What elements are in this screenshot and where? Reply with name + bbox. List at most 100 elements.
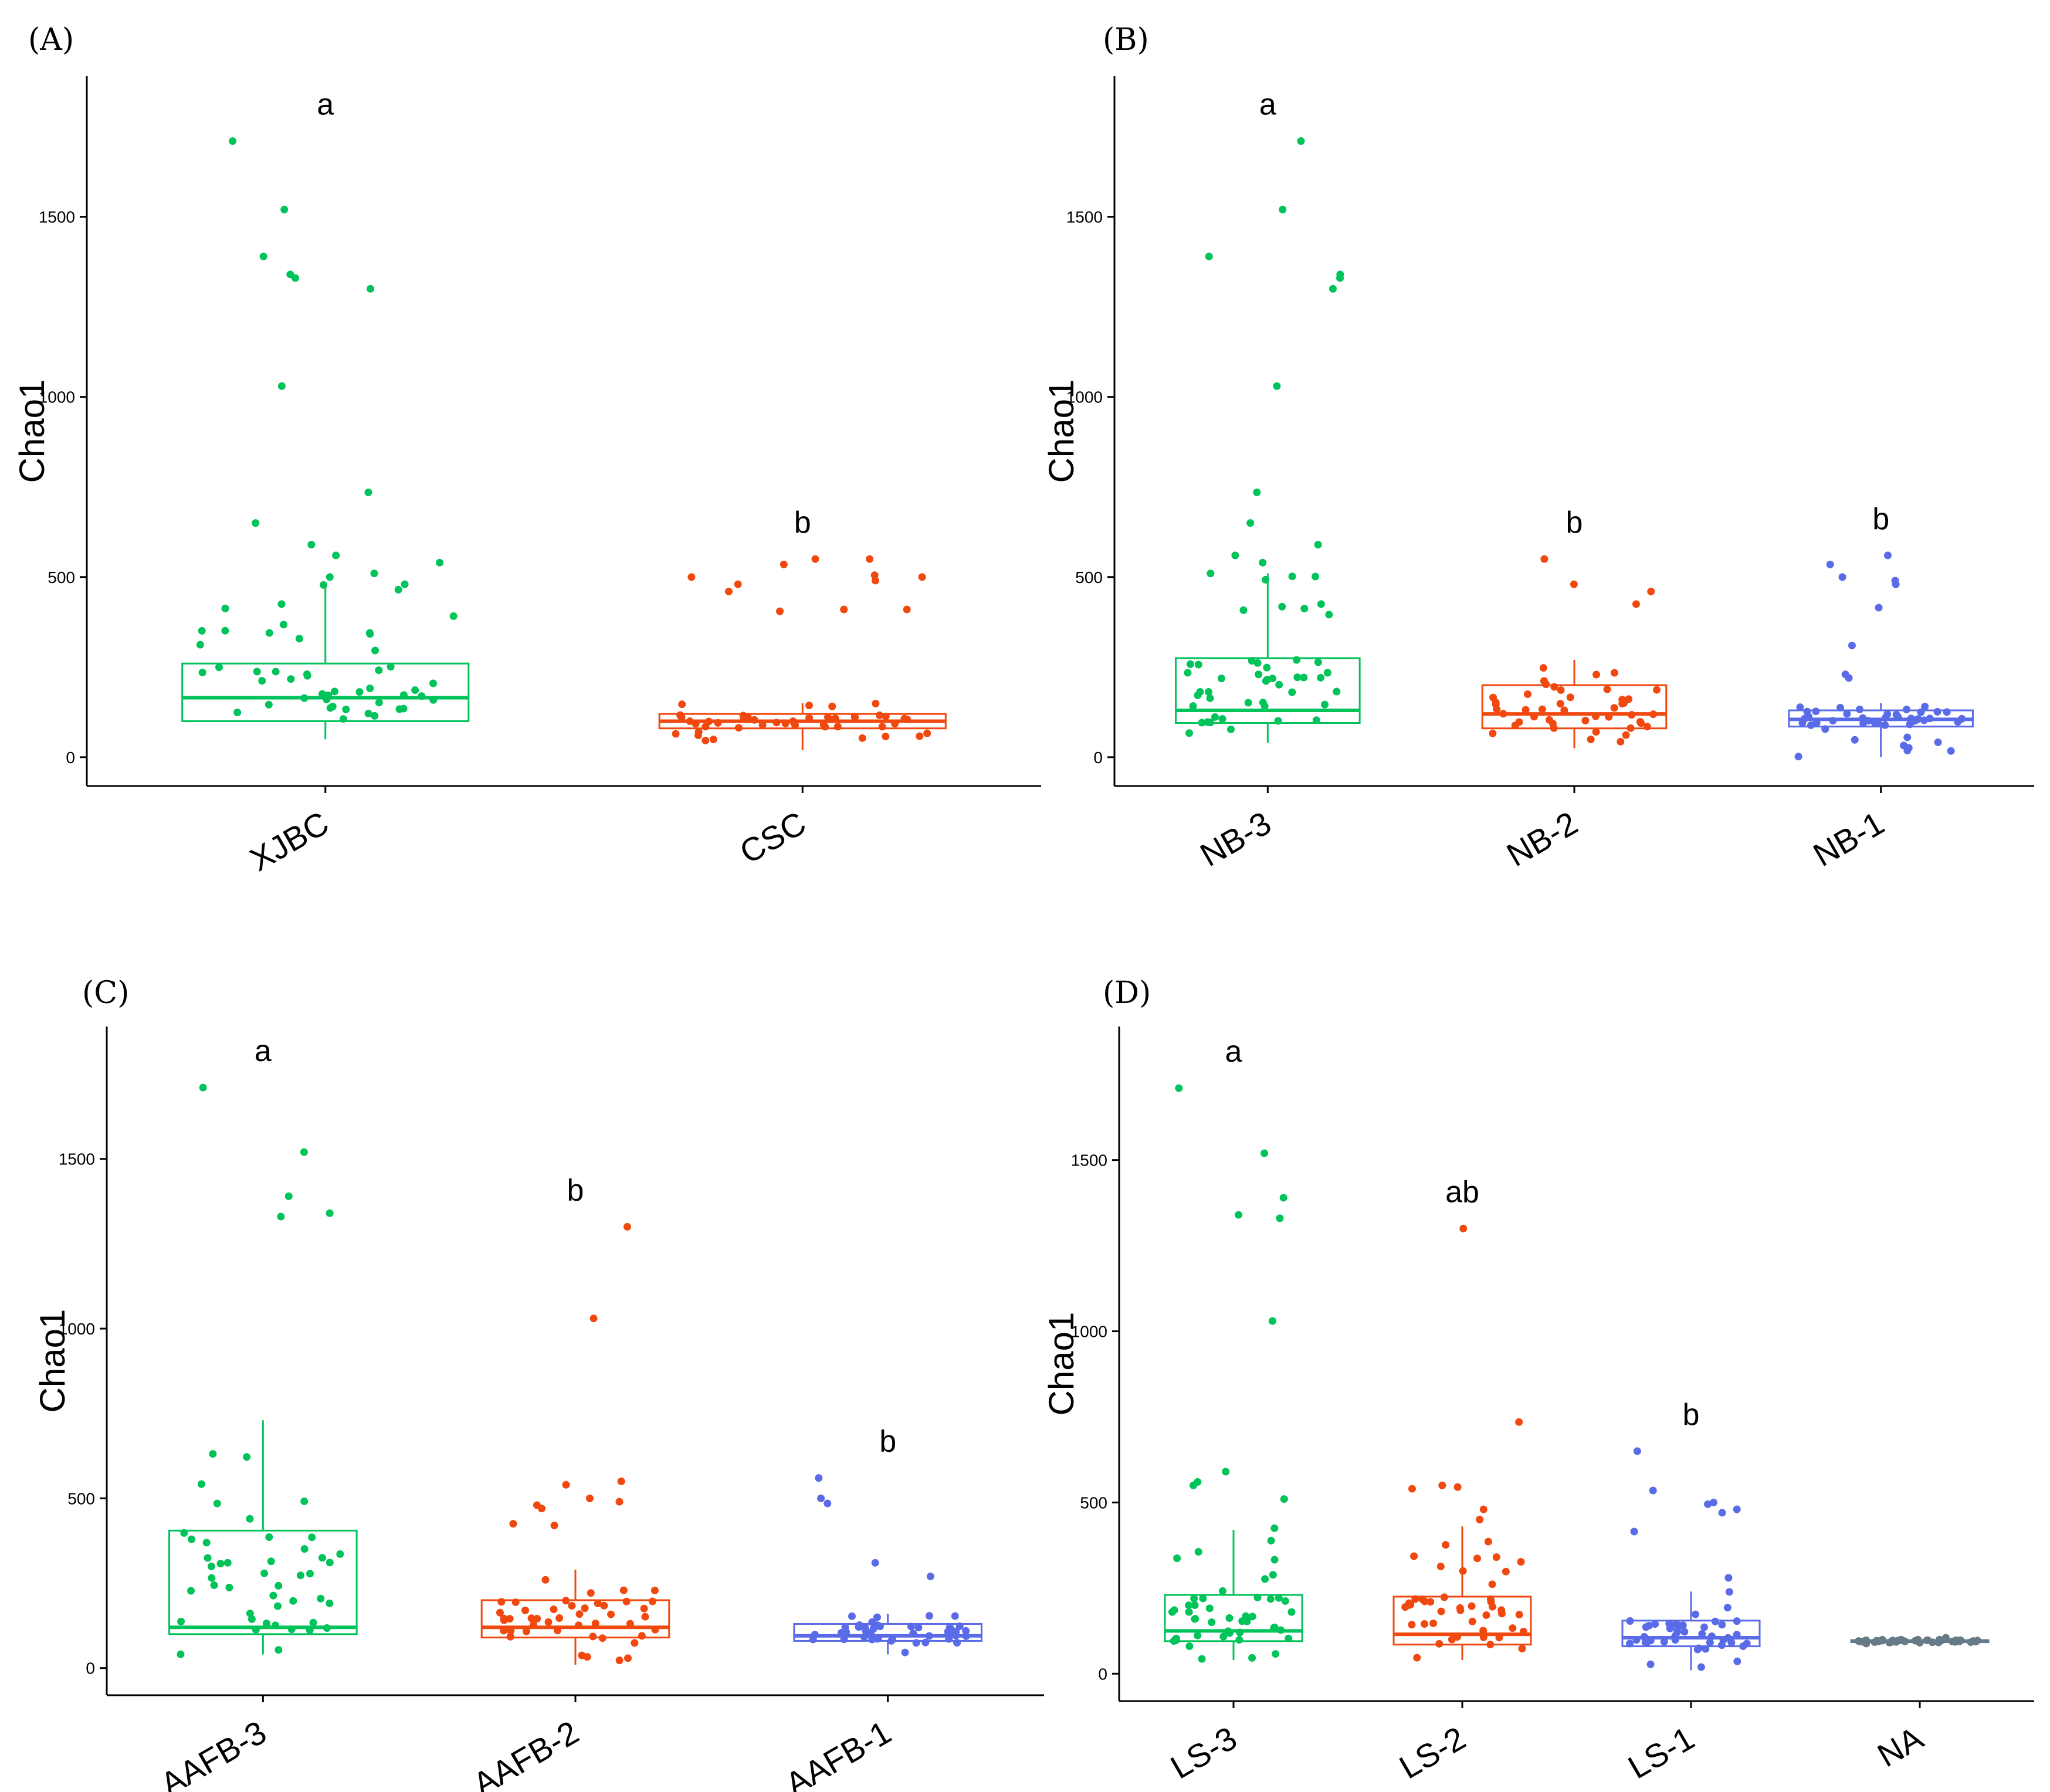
significance-letter: a bbox=[255, 1034, 272, 1068]
data-point bbox=[1244, 699, 1252, 707]
outlier-point bbox=[538, 1505, 546, 1513]
data-point bbox=[1437, 1607, 1445, 1615]
data-point bbox=[868, 1635, 876, 1644]
data-point bbox=[702, 736, 710, 744]
data-point bbox=[1497, 1606, 1506, 1614]
outlier-point bbox=[871, 1559, 879, 1567]
data-point bbox=[873, 1613, 881, 1621]
data-point bbox=[364, 709, 372, 717]
data-point bbox=[399, 704, 408, 713]
data-point bbox=[1812, 719, 1821, 727]
outlier-point bbox=[1235, 1211, 1243, 1219]
data-point bbox=[1312, 716, 1320, 724]
outlier-point bbox=[824, 1499, 832, 1508]
data-point bbox=[188, 1535, 196, 1543]
data-point bbox=[300, 1497, 309, 1505]
data-point bbox=[1672, 1620, 1680, 1628]
outlier-point bbox=[1314, 540, 1322, 548]
data-point bbox=[497, 1598, 506, 1606]
data-point bbox=[1285, 1634, 1293, 1642]
data-point bbox=[1489, 729, 1497, 737]
data-point bbox=[1263, 663, 1271, 672]
data-point bbox=[496, 1608, 504, 1617]
data-point bbox=[1190, 1594, 1198, 1603]
data-point bbox=[1892, 710, 1900, 719]
data-point bbox=[925, 1632, 933, 1640]
outlier-point bbox=[1649, 1486, 1657, 1495]
data-point bbox=[1211, 713, 1219, 721]
data-point bbox=[772, 719, 781, 727]
data-point bbox=[1956, 1636, 1964, 1644]
y-tick-label: 0 bbox=[1098, 1665, 1107, 1683]
outlier-point bbox=[277, 382, 286, 390]
data-point bbox=[449, 612, 458, 620]
data-point bbox=[1796, 703, 1804, 712]
y-tick-label: 500 bbox=[1075, 568, 1103, 587]
data-point bbox=[1649, 710, 1658, 719]
box-xjbc bbox=[181, 662, 470, 722]
box-ls-1 bbox=[1621, 1620, 1761, 1648]
data-point bbox=[308, 1533, 316, 1542]
data-point bbox=[1429, 1619, 1438, 1627]
data-point bbox=[878, 723, 886, 731]
data-point bbox=[1692, 1610, 1700, 1618]
data-point bbox=[831, 715, 839, 723]
box-ls-3 bbox=[1164, 1594, 1303, 1642]
data-point bbox=[1836, 703, 1844, 712]
data-point bbox=[269, 1591, 277, 1600]
data-point bbox=[1706, 1638, 1714, 1647]
outlier-point bbox=[199, 1083, 207, 1092]
data-point bbox=[591, 1620, 599, 1628]
data-point bbox=[1473, 1554, 1481, 1563]
data-point bbox=[562, 1597, 570, 1605]
data-point bbox=[271, 1621, 279, 1630]
y-tick-label: 0 bbox=[1093, 748, 1103, 767]
data-point bbox=[581, 1604, 589, 1613]
outlier-point bbox=[1261, 1149, 1269, 1157]
data-point bbox=[568, 1601, 576, 1610]
data-point bbox=[279, 621, 287, 629]
data-point bbox=[371, 712, 379, 720]
data-point bbox=[1495, 1634, 1503, 1642]
data-point bbox=[676, 711, 685, 719]
data-point bbox=[1194, 1631, 1202, 1639]
data-point bbox=[1408, 1621, 1416, 1629]
outlier-point bbox=[394, 585, 402, 594]
data-point bbox=[555, 1614, 564, 1622]
significance-letter: ab bbox=[1445, 1175, 1479, 1209]
outlier-point bbox=[724, 587, 733, 595]
outlier-point bbox=[617, 1477, 625, 1485]
y-tick-label: 500 bbox=[1080, 1493, 1107, 1512]
data-point bbox=[258, 677, 266, 685]
data-point bbox=[1660, 1638, 1668, 1646]
data-point bbox=[371, 646, 379, 655]
outlier-point bbox=[229, 137, 237, 145]
data-point bbox=[1969, 1637, 1977, 1645]
y-axis-label: Chao1 bbox=[12, 380, 52, 483]
data-point bbox=[1502, 1567, 1510, 1576]
data-point bbox=[1622, 731, 1630, 739]
data-point bbox=[1442, 1541, 1450, 1549]
data-point bbox=[1325, 611, 1333, 619]
data-point bbox=[418, 692, 426, 700]
data-point bbox=[1420, 1620, 1428, 1628]
data-point bbox=[1278, 602, 1286, 611]
data-point bbox=[318, 690, 326, 698]
panel-a: (A) 0 500 1000 1500 Chao1 a XJBC b CSC bbox=[12, 22, 1041, 878]
data-point bbox=[1673, 1628, 1681, 1637]
box-nb-2 bbox=[1481, 684, 1668, 730]
outlier-point bbox=[734, 580, 742, 588]
data-point bbox=[1653, 686, 1661, 694]
data-point bbox=[521, 1606, 529, 1614]
data-point bbox=[198, 626, 206, 635]
significance-letter: b bbox=[567, 1173, 584, 1207]
data-point bbox=[1700, 1623, 1708, 1631]
data-point bbox=[907, 1622, 915, 1631]
data-point bbox=[1943, 708, 1951, 716]
data-point bbox=[1859, 714, 1867, 722]
data-point bbox=[1411, 1595, 1419, 1603]
outlier-point bbox=[1540, 555, 1548, 563]
outlier-point bbox=[840, 605, 848, 614]
data-point bbox=[541, 1576, 550, 1584]
outlier-point bbox=[1279, 205, 1287, 214]
